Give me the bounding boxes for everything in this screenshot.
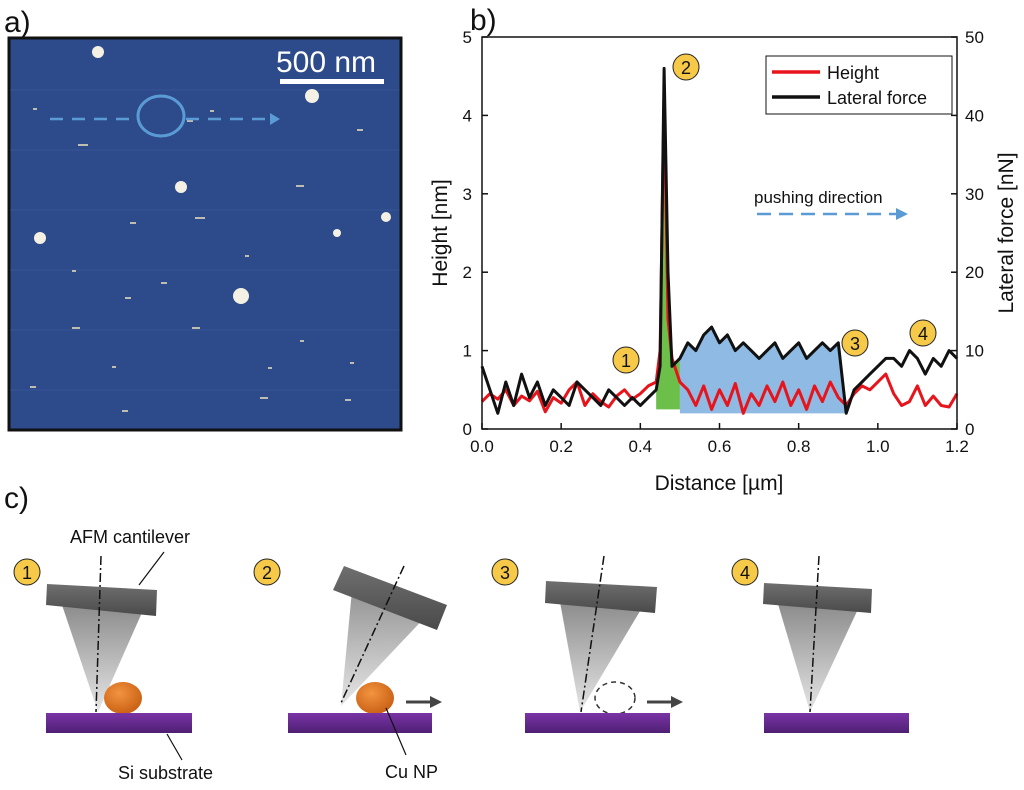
particle [381, 212, 391, 222]
chart-marker-1-text: 1 [621, 351, 631, 371]
x-tick-label: 1.0 [866, 437, 890, 456]
chart-marker-3: 3 [841, 329, 869, 357]
schematic-step-1: 1 AFM cantilever Si substrate [13, 527, 213, 783]
cu-nanoparticle [356, 682, 394, 714]
particle [233, 288, 249, 304]
particle [175, 181, 187, 193]
panel-a-label: a) [4, 6, 31, 39]
y-axis-label-left: Height [nm] [429, 179, 452, 286]
nanoparticle-pointer [385, 707, 407, 756]
substrate-pointer [166, 733, 183, 761]
cantilever-tip [778, 604, 859, 712]
legend-label-height: Height [827, 63, 879, 83]
y-tick-label-left: 1 [463, 342, 472, 361]
schematic-step-3: 3 [491, 555, 683, 733]
chart-marker-4-text: 4 [918, 324, 928, 344]
x-tick-label: 0.8 [787, 437, 811, 456]
si-substrate [46, 713, 192, 733]
si-substrate [764, 713, 909, 733]
cantilever-pointer [138, 551, 165, 586]
y-tick-label-left: 2 [463, 263, 472, 282]
y-tick-label-right: 30 [965, 185, 984, 204]
legend-box [765, 55, 953, 115]
x-tick-label: 0.4 [629, 437, 653, 456]
legend-label-lateral-force: Lateral force [827, 88, 927, 108]
x-axis-label: Distance [µm] [655, 472, 784, 495]
cu-nanoparticle [104, 682, 142, 714]
chart-marker-3-text: 3 [850, 334, 860, 354]
schematic-step-2: 2 Cu NP [253, 558, 447, 782]
push-arrowhead-icon [671, 696, 683, 708]
step-4-badge: 4 [731, 558, 759, 586]
panel-b-label: b) [470, 4, 497, 37]
particle [305, 89, 319, 103]
step-4-badge-text: 4 [740, 563, 750, 583]
afm-image: 500 nm [7, 36, 403, 432]
chart-marker-2-text: 2 [681, 58, 691, 78]
x-tick-label: 0.6 [708, 437, 732, 456]
si-substrate [288, 713, 432, 733]
surface-specks [30, 108, 363, 412]
nanoparticle-label: Cu NP [385, 762, 438, 782]
arrowhead-icon [270, 113, 280, 125]
substrate-label: Si substrate [118, 763, 213, 783]
step-3-badge: 3 [491, 558, 519, 586]
chart-marker-2: 2 [672, 53, 700, 81]
y-tick-label-left: 5 [463, 28, 472, 47]
y-tick-label-right: 10 [965, 342, 984, 361]
y-tick-label-right: 20 [965, 263, 984, 282]
particle [92, 46, 104, 58]
chart-fills [656, 68, 847, 414]
cantilever-tip [560, 602, 643, 712]
step-2-badge: 2 [253, 558, 281, 586]
step-3-badge-text: 3 [500, 563, 510, 583]
cantilever [545, 581, 657, 613]
cantilever [763, 583, 872, 613]
panel-c-label: c) [4, 482, 29, 515]
nanoparticle-ghost [594, 681, 636, 715]
legend: Height Lateral force [765, 55, 953, 115]
particle [333, 229, 341, 237]
x-tick-label: 0.0 [470, 437, 494, 456]
x-tick-label: 1.2 [945, 437, 969, 456]
schematic-step-4: 4 [731, 555, 909, 733]
y-tick-label-right: 40 [965, 106, 984, 125]
tip-axis-line [340, 565, 405, 704]
scale-bar-label: 500 nm [276, 46, 376, 79]
cantilever [46, 584, 157, 616]
pushing-direction-label: pushing direction [754, 188, 883, 207]
chart-lines [480, 66, 959, 415]
y-tick-label-right: 0 [965, 420, 974, 439]
chart-marker-1: 1 [612, 346, 640, 374]
pushing-arrowhead-icon [896, 208, 908, 220]
y-tick-label-left: 4 [463, 106, 472, 125]
y-tick-label-right: 50 [965, 28, 984, 47]
y-axis-label-right: Lateral force [nN] [995, 152, 1018, 313]
series-line-lateral-force [480, 66, 959, 415]
y-tick-label-left: 3 [463, 185, 472, 204]
nanoparticles [34, 46, 391, 304]
x-tick-label: 0.2 [549, 437, 573, 456]
si-substrate [525, 713, 670, 733]
particle [34, 232, 46, 244]
step-2-badge-text: 2 [262, 563, 272, 583]
step-1-badge: 1 [13, 558, 41, 586]
cantilever-label: AFM cantilever [70, 527, 190, 547]
scale-bar [280, 79, 384, 84]
chart-marker-4: 4 [909, 319, 937, 347]
afm-image-background [7, 36, 403, 432]
step-1-badge-text: 1 [22, 563, 32, 583]
push-arrowhead-icon [430, 696, 442, 708]
y-tick-label-left: 0 [463, 420, 472, 439]
cantilever-tip [62, 605, 144, 712]
tip-axis-line [580, 555, 605, 713]
highlight-circle [136, 94, 186, 138]
